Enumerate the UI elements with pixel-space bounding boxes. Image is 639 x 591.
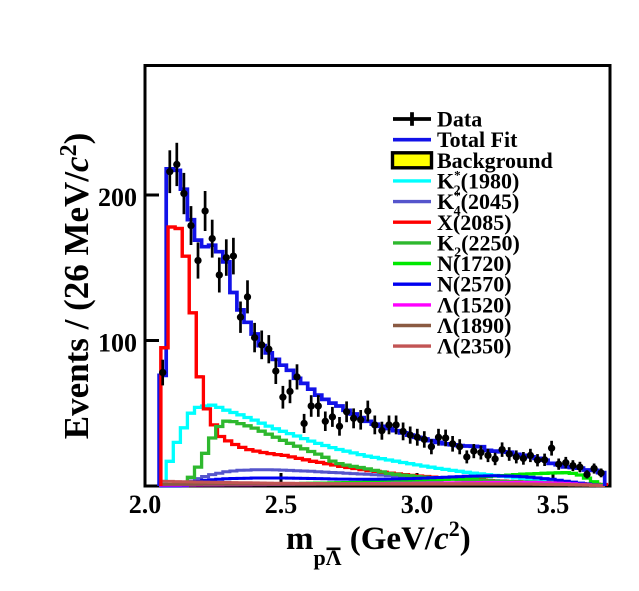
svg-text:K*4(2045): K* 4(2045) bbox=[437, 188, 519, 219]
svg-text:2.0: 2.0 bbox=[129, 490, 162, 519]
svg-text:Events / (26 MeV/c2): Events / (26 MeV/c2) bbox=[56, 133, 96, 440]
svg-text:K2(2250): K2(2250) bbox=[437, 230, 520, 260]
svg-text:Λ(2350): Λ(2350) bbox=[437, 334, 511, 359]
svg-text:Total Fit: Total Fit bbox=[437, 127, 518, 152]
svg-text:3.0: 3.0 bbox=[401, 490, 434, 519]
svg-text:3.5: 3.5 bbox=[537, 490, 570, 519]
svg-text:2.5: 2.5 bbox=[265, 490, 298, 519]
svg-text:200: 200 bbox=[98, 183, 137, 212]
svg-text:Background: Background bbox=[437, 148, 553, 173]
svg-text:100: 100 bbox=[98, 329, 137, 358]
svg-text:N(1720): N(1720) bbox=[437, 251, 512, 276]
svg-text:Data: Data bbox=[437, 107, 482, 132]
svg-text:X(2085): X(2085) bbox=[437, 210, 512, 235]
svg-text:K*2(1980): K* 2(1980) bbox=[437, 167, 519, 198]
svg-text:Λ(1520): Λ(1520) bbox=[437, 292, 511, 317]
svg-text:N(2570): N(2570) bbox=[437, 272, 512, 297]
svg-text:Λ(1890): Λ(1890) bbox=[437, 313, 511, 338]
